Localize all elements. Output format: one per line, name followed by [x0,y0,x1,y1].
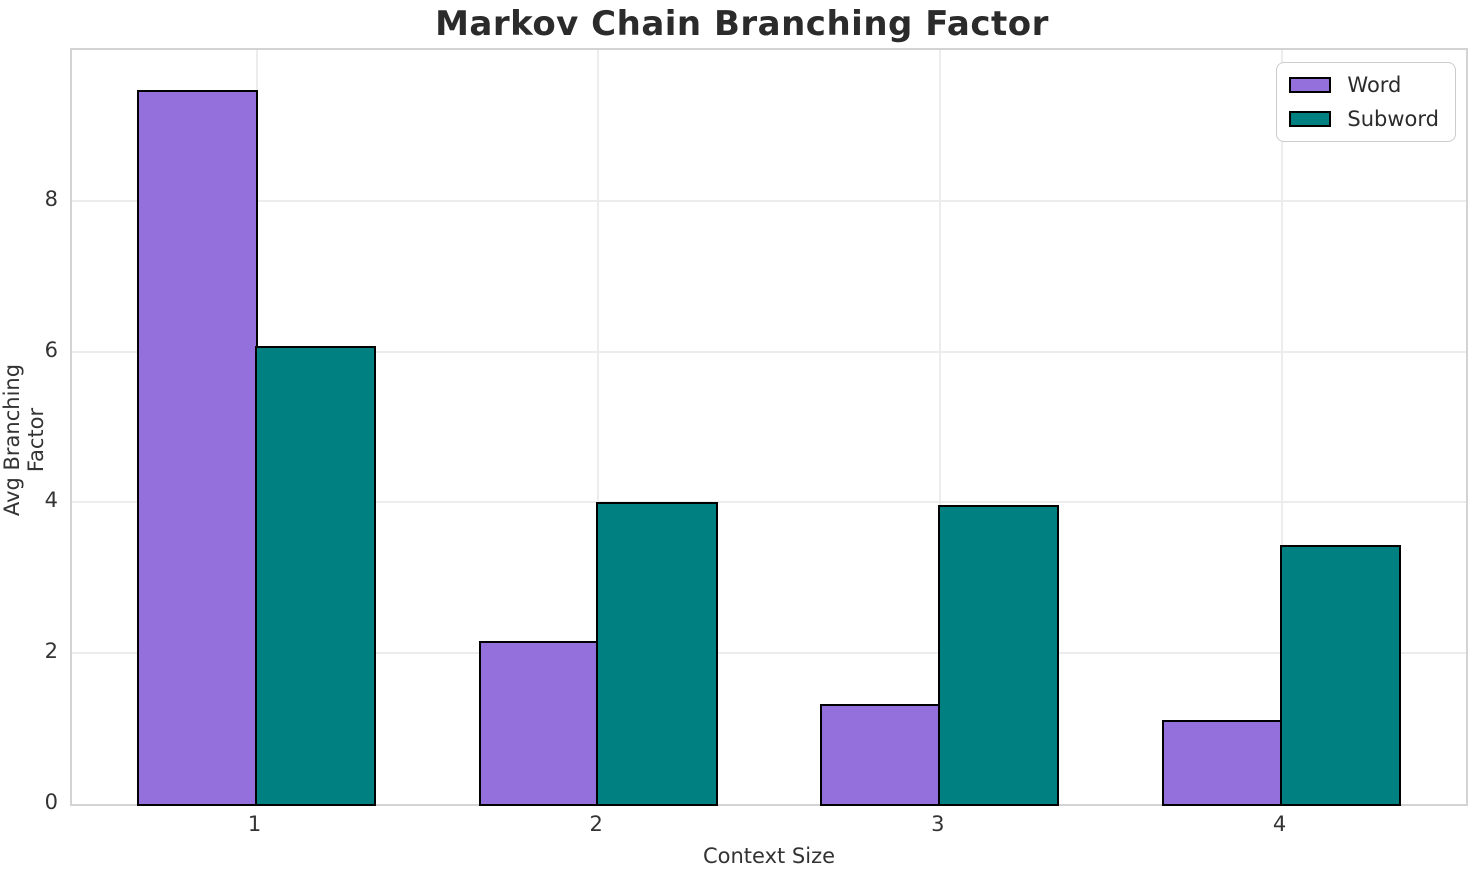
legend-label: Word [1347,73,1402,97]
chart-title: Markov Chain Branching Factor [435,4,1049,44]
legend-label: Subword [1347,107,1439,131]
y-axis-label: Avg Branching Factor [0,363,48,517]
bar-word-2 [478,641,601,806]
bar-subword-2 [596,502,718,806]
y-tick-label: 2 [44,639,58,664]
legend-swatch-icon [1289,77,1332,93]
plot-area: Word Subword [70,48,1468,806]
x-tick-label: 4 [1272,812,1287,836]
bar-word-3 [820,703,942,806]
h-gridline [72,350,1466,353]
h-gridline [72,501,1466,504]
h-gridline [72,199,1466,202]
x-tick-label: 3 [931,812,945,836]
legend-swatch-icon [1289,111,1332,127]
bars-layer [72,50,1466,806]
bar-subword-1 [254,346,377,806]
h-gridline [72,652,1466,655]
bar-subword-4 [1279,545,1402,806]
v-gridline [1280,50,1283,804]
x-tick-label: 1 [247,812,262,836]
legend-item-subword: Subword [1289,107,1439,131]
legend: Word Subword [1276,62,1456,142]
y-tick-label: 8 [44,186,58,211]
bar-word-1 [136,89,259,806]
v-gridline [597,50,600,804]
x-axis-label: Context Size [702,844,836,868]
legend-item-word: Word [1289,73,1439,97]
x-tick-label: 2 [589,812,603,836]
bar-subword-3 [937,504,1060,806]
y-tick-label: 6 [44,337,58,362]
v-gridline [938,50,941,804]
y-tick-label: 4 [44,488,58,513]
bar-word-4 [1161,720,1284,806]
y-tick-label: 0 [44,790,58,814]
